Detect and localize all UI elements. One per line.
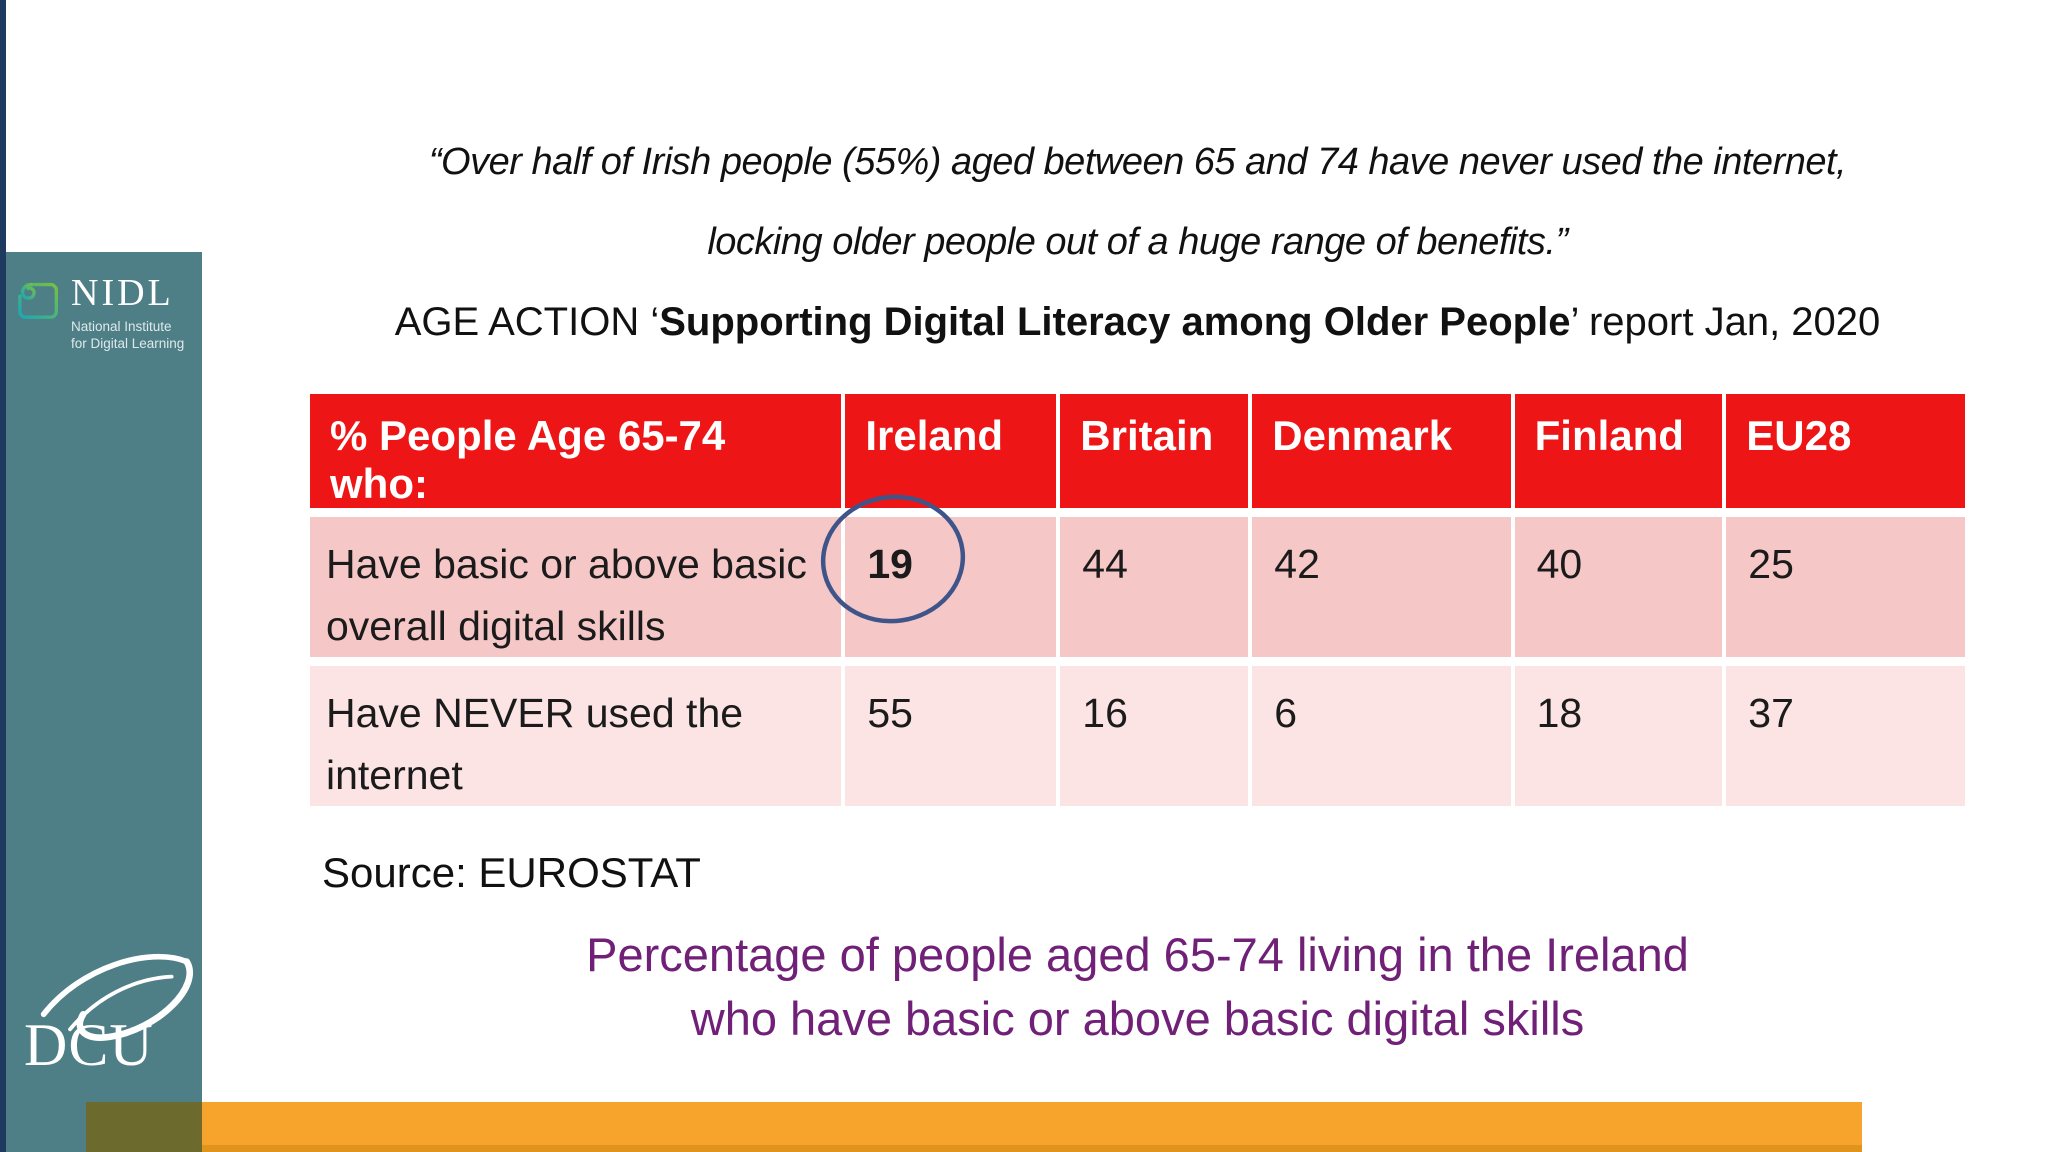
- cell-basic-skills-eu28: 25: [1726, 517, 1965, 657]
- nidl-logo-icon: [16, 272, 64, 326]
- cell-never-internet-finland: 18: [1514, 666, 1723, 806]
- cell-never-internet-denmark: 6: [1252, 666, 1511, 806]
- table-header-row: % People Age 65-74 who: Ireland Britain …: [310, 394, 1965, 508]
- nidl-subtitle-line2: for Digital Learning: [71, 336, 185, 351]
- quote-attribution: AGE ACTION ‘Supporting Digital Literacy …: [310, 296, 1965, 348]
- source-note: Source: EUROSTAT: [322, 849, 701, 896]
- nidl-subtitle: National Institute for Digital Learning: [71, 318, 184, 352]
- header-cell-eu28: EU28: [1726, 394, 1965, 508]
- quote-line2: locking older people out of a huge range…: [707, 221, 1568, 263]
- header-cell-britain: Britain: [1060, 394, 1249, 508]
- left-accent-bar: [0, 0, 6, 1152]
- sidebar-overlap-square: [86, 1102, 202, 1152]
- nidl-logo: NIDL National Institute for Digital Lear…: [16, 272, 184, 352]
- attribution-prefix: AGE ACTION ‘: [394, 300, 660, 344]
- value-basic-skills-ireland: 19: [867, 541, 913, 587]
- circled-value: 19: [821, 494, 966, 624]
- header-cell-denmark: Denmark: [1252, 394, 1511, 508]
- bottom-accent-bar: [86, 1102, 1862, 1152]
- nidl-wordmark: NIDL: [71, 272, 174, 314]
- row-label-basic-skills: Have basic or above basic overall digita…: [310, 517, 842, 657]
- table-row-basic-skills: Have basic or above basic overall digita…: [310, 494, 1965, 657]
- attribution-suffix: ’ report Jan, 2020: [1570, 300, 1881, 344]
- cell-basic-skills-finland: 40: [1514, 517, 1723, 657]
- caption-line2: who have basic or above basic digital sk…: [690, 992, 1585, 1045]
- header-cell-ireland: Ireland: [845, 394, 1057, 508]
- table-row-never-internet: Have NEVER used the internet 55 16 6 18 …: [310, 666, 1965, 806]
- cell-basic-skills-ireland: 19: [821, 494, 1057, 657]
- attribution-report-title: Supporting Digital Literacy among Older …: [659, 300, 1571, 344]
- quote-text: “Over half of Irish people (55%) aged be…: [310, 122, 1965, 282]
- digital-skills-table: % People Age 65-74 who: Ireland Britain …: [306, 385, 1969, 815]
- row-label-never-internet: Have NEVER used the internet: [310, 666, 842, 806]
- dcu-wordmark: DCU: [24, 1012, 154, 1078]
- quote-line1: “Over half of Irish people (55%) aged be…: [428, 141, 1847, 183]
- brand-sidebar: NIDL National Institute for Digital Lear…: [6, 252, 202, 1152]
- cell-never-internet-eu28: 37: [1726, 666, 1965, 806]
- slide-content: “Over half of Irish people (55%) aged be…: [310, 0, 1965, 1051]
- slide-caption: Percentage of people aged 65-74 living i…: [310, 923, 1965, 1051]
- cell-never-internet-britain: 16: [1060, 666, 1249, 806]
- cell-basic-skills-britain: 44: [1060, 517, 1249, 657]
- cell-basic-skills-denmark: 42: [1252, 517, 1511, 657]
- cell-never-internet-ireland: 55: [845, 666, 1057, 806]
- header-cell-metric: % People Age 65-74 who:: [310, 394, 842, 508]
- nidl-wordmark-block: NIDL National Institute for Digital Lear…: [71, 272, 184, 352]
- dcu-logo: DCU: [24, 940, 194, 1078]
- dcu-swoosh-icon: [40, 953, 193, 1041]
- nidl-subtitle-line1: National Institute: [71, 319, 172, 334]
- caption-line1: Percentage of people aged 65-74 living i…: [586, 928, 1689, 981]
- header-cell-finland: Finland: [1514, 394, 1723, 508]
